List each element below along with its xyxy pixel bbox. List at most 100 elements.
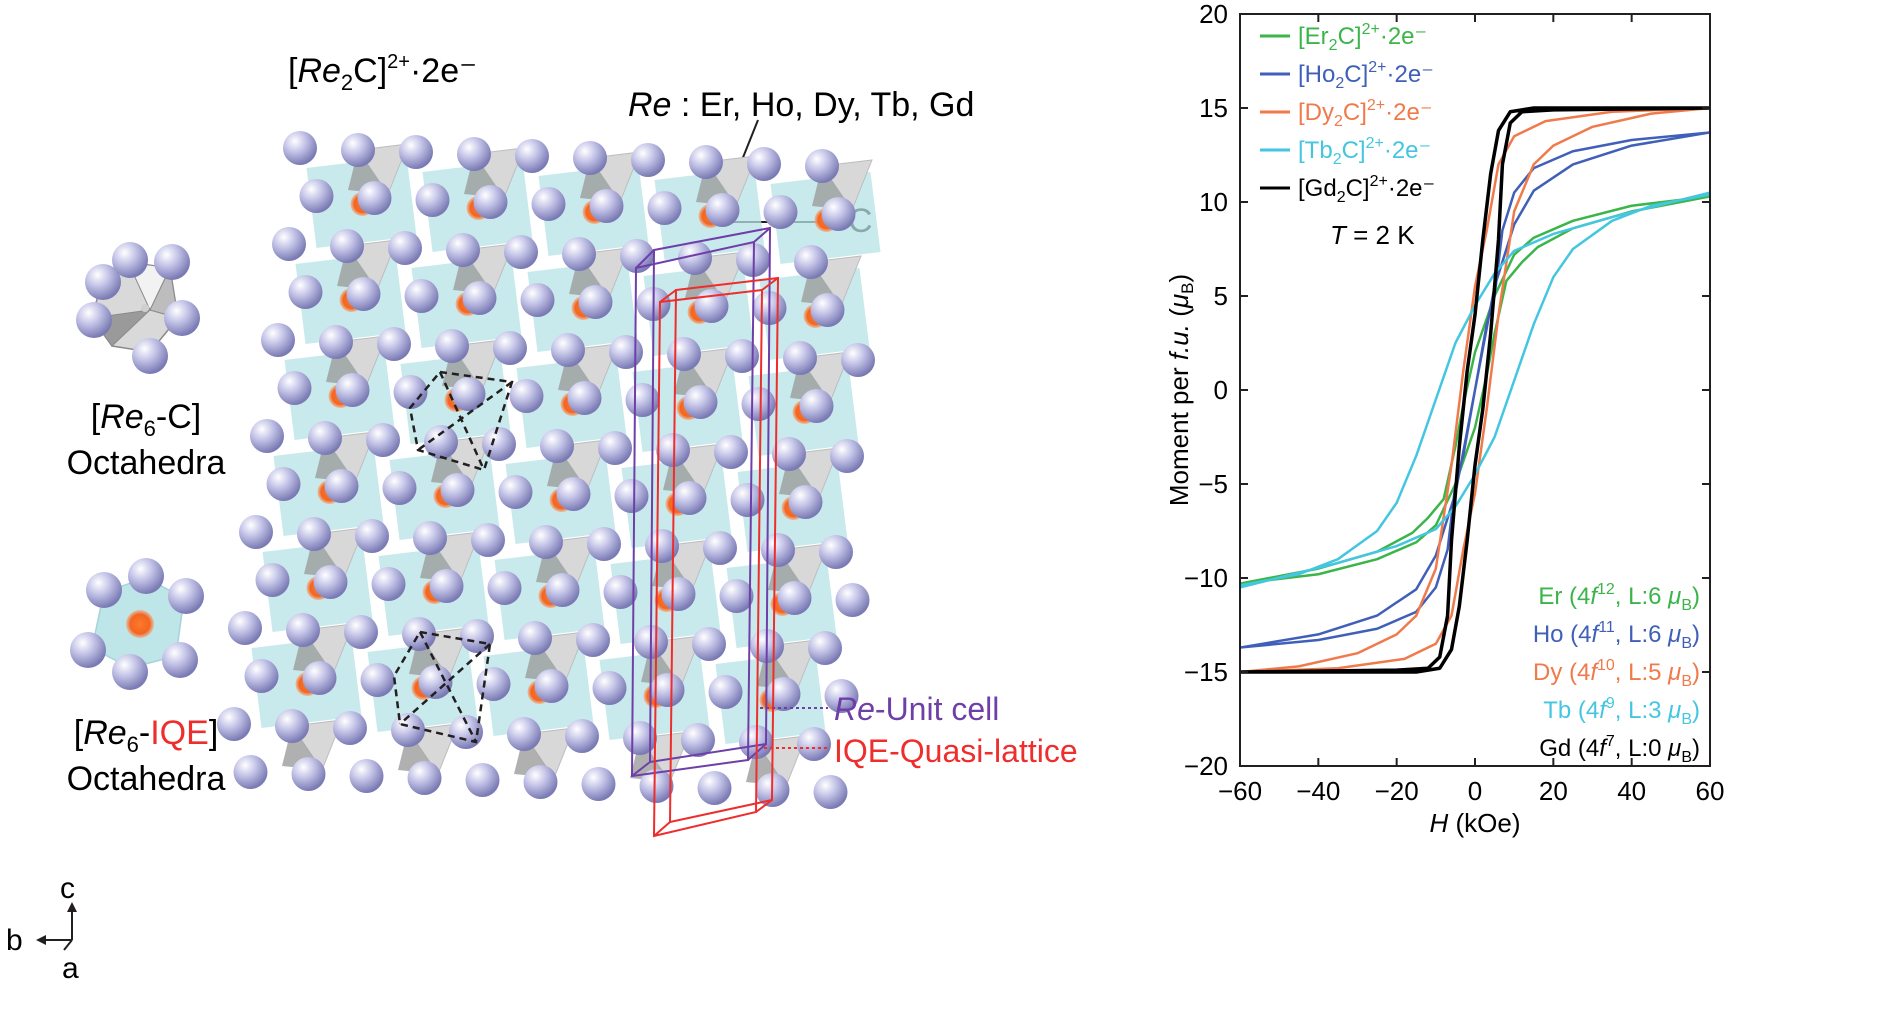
y-tick-label: −20 xyxy=(1184,751,1228,781)
re-atom xyxy=(529,525,563,559)
re-atom xyxy=(540,429,574,463)
re-atom xyxy=(683,385,718,419)
re-atom xyxy=(493,331,527,365)
re-atom xyxy=(446,233,480,267)
config-legend-entry: Gd (4f7, L:0 μB) xyxy=(1539,733,1700,766)
re-atom xyxy=(562,237,596,271)
temperature-label: T = 2 K xyxy=(1330,220,1415,250)
re-atom xyxy=(819,535,853,569)
re-atom xyxy=(297,517,331,551)
y-tick-label: 0 xyxy=(1214,375,1228,405)
re-atom xyxy=(424,425,458,459)
re-atom xyxy=(404,279,439,313)
re-atom xyxy=(763,195,798,229)
re-atom xyxy=(623,721,657,755)
re-atom xyxy=(402,617,436,651)
y-tick-label: 5 xyxy=(1214,281,1228,311)
re-atom xyxy=(498,475,533,509)
re-atom xyxy=(371,567,406,601)
re-atom xyxy=(620,239,654,273)
formula-title: [Re2C]2+·2e⁻ xyxy=(288,51,477,95)
re-atom xyxy=(393,375,428,409)
x-tick-label: −20 xyxy=(1375,776,1419,806)
re-atom xyxy=(719,579,754,613)
re-atom xyxy=(766,677,801,711)
crystal-lattice xyxy=(217,131,881,809)
re-atom xyxy=(783,341,817,375)
re-atom xyxy=(415,183,450,217)
re-atom xyxy=(233,755,268,789)
re6-iqe-octahedra-label: Octahedra xyxy=(67,760,226,798)
re-atom xyxy=(520,283,555,317)
re-atom xyxy=(504,235,538,269)
electron-configuration-legend: Er (4f12, L:6 μB) Ho (4f11, L:6 μB) Dy (4f… xyxy=(1533,581,1700,766)
re-atom xyxy=(266,467,301,501)
re-atom xyxy=(346,277,381,311)
axis-c-label: c xyxy=(60,872,75,905)
dashed-octahedron-outline xyxy=(408,370,514,472)
re-atom xyxy=(589,189,624,223)
re-atom xyxy=(824,679,859,713)
re-atom xyxy=(330,229,364,263)
re-atom xyxy=(692,627,726,661)
re-atom xyxy=(217,707,251,741)
re-atom xyxy=(261,323,295,357)
re-atom xyxy=(689,145,723,179)
re-atom xyxy=(291,757,326,791)
re-atom xyxy=(244,659,279,693)
re-atom xyxy=(335,373,370,407)
y-axis-label: Moment per f.u. (μB) xyxy=(1164,274,1197,506)
series-line-ho xyxy=(1239,131,1711,649)
re-atom xyxy=(377,327,411,361)
re-atom xyxy=(761,533,795,567)
re-atom xyxy=(333,711,367,745)
re-atom xyxy=(714,435,748,469)
x-tick-label: 20 xyxy=(1539,776,1568,806)
re-atom xyxy=(302,661,337,695)
re-atom xyxy=(645,529,679,563)
re-atom xyxy=(407,761,442,795)
config-legend-entry: Er (4f12, L:6 μB) xyxy=(1538,581,1700,614)
re-atom xyxy=(457,137,491,171)
re6-c-label: [Re6-C] xyxy=(91,398,202,441)
re-atom xyxy=(462,281,497,315)
re-atom xyxy=(534,669,569,703)
x-tick-label: 40 xyxy=(1617,776,1646,806)
re-atom xyxy=(799,389,834,423)
re-atom xyxy=(341,133,375,167)
re-atom xyxy=(667,337,701,371)
unit-cell-label: Re-Unit cell xyxy=(834,691,999,727)
re-atom xyxy=(518,621,552,655)
re-atom xyxy=(357,181,392,215)
series-line-dy xyxy=(1239,106,1711,674)
y-tick-label: 10 xyxy=(1199,187,1228,217)
re-atom xyxy=(603,575,638,609)
re-atom xyxy=(581,767,616,801)
re-atom xyxy=(656,433,690,467)
re-unit-cell-box xyxy=(630,226,772,778)
y-tick-label: −10 xyxy=(1184,563,1228,593)
legend-entry: [Er2C]2+·2e⁻ xyxy=(1298,21,1427,54)
re-atom xyxy=(473,185,508,219)
re-atom xyxy=(672,481,707,515)
re-atom xyxy=(286,613,320,647)
re-atom xyxy=(777,581,812,615)
re-atom xyxy=(565,719,599,753)
legend-entry: [Dy2C]2+·2e⁻ xyxy=(1298,97,1433,130)
re-atom xyxy=(487,571,522,605)
re-elements-label: Re : Er, Ho, Dy, Tb, Gd xyxy=(628,86,974,124)
y-tick-label: 15 xyxy=(1199,93,1228,123)
re-atom xyxy=(429,569,464,603)
re-atom xyxy=(705,193,740,227)
re-atom xyxy=(319,325,353,359)
re-atom xyxy=(388,231,422,265)
re-atom xyxy=(808,631,842,665)
re-atom xyxy=(355,519,389,553)
re-atom xyxy=(507,717,541,751)
re-atom xyxy=(576,623,610,657)
re-atom xyxy=(587,527,621,561)
re-atom xyxy=(509,379,544,413)
re-atom xyxy=(515,139,549,173)
re-atom xyxy=(578,285,613,319)
re-atom xyxy=(794,245,828,279)
